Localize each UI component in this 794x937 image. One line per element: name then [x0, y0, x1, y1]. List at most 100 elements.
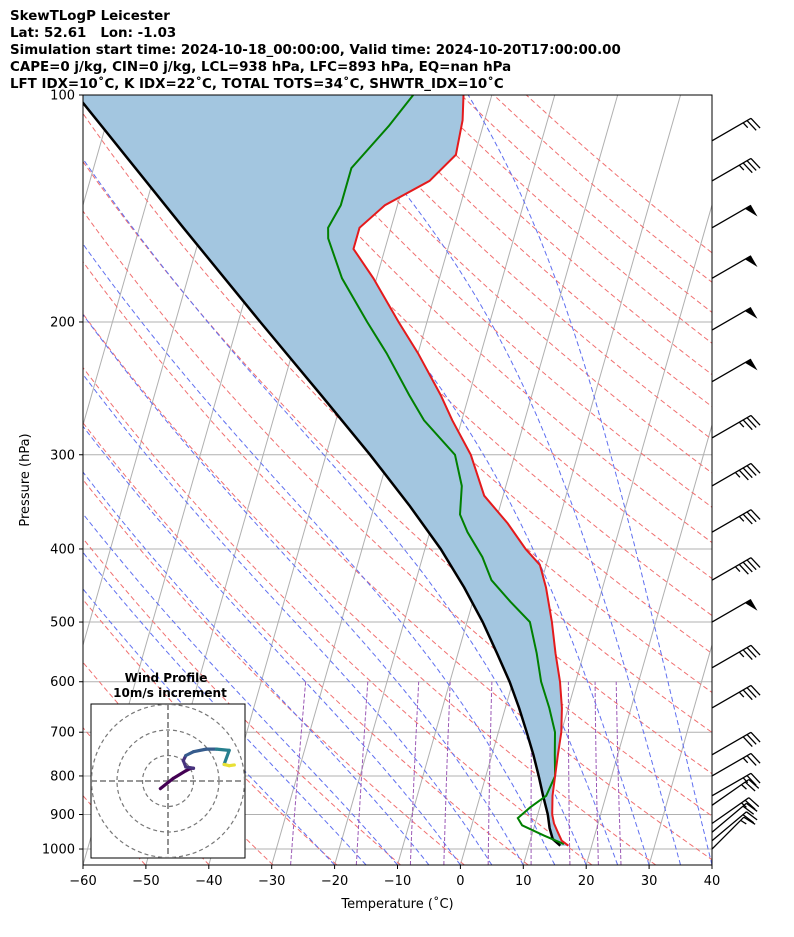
x-tick-label: 30	[641, 874, 658, 889]
x-tick-label: −40	[195, 874, 222, 889]
isotherm-line	[271, 95, 493, 865]
barb-staff	[711, 802, 747, 833]
wind-barb	[711, 684, 761, 709]
barb-full-flag	[750, 415, 761, 426]
barb-staff	[711, 255, 752, 279]
y-tick-label: 900	[50, 808, 75, 823]
barb-full-flag	[742, 814, 755, 824]
x-tick-label: −30	[258, 874, 285, 889]
barb-full-flag	[744, 799, 756, 810]
barb-staff	[711, 557, 752, 581]
barb-staff	[711, 778, 750, 806]
barb-full-flag	[750, 685, 761, 696]
moist-adiabat	[83, 243, 556, 865]
wind-barb	[711, 462, 761, 487]
barb-full-flag	[746, 755, 757, 766]
barb-half-flag	[738, 515, 745, 522]
dry-adiabat	[83, 160, 712, 775]
barb-full-flag	[738, 563, 749, 575]
barb-full-flag	[742, 162, 753, 174]
barb-full-flag	[750, 557, 761, 568]
dry-adiabat	[83, 260, 712, 861]
x-tick-label: 40	[704, 874, 721, 889]
x-tick-label: 10	[515, 874, 532, 889]
mixing-ratio-line	[487, 681, 493, 865]
parcel-area-fill	[83, 95, 569, 846]
dry-adiabat	[83, 422, 529, 865]
moist-adiabat	[83, 513, 398, 865]
barb-full-flag	[746, 559, 757, 571]
wind-barb	[711, 117, 761, 142]
isotherm-line	[83, 95, 178, 427]
barb-full-flag	[742, 649, 753, 661]
barb-full-flag	[742, 805, 755, 815]
mixing-ratio-lines	[290, 681, 622, 865]
y-tick-label: 500	[50, 616, 75, 631]
barb-half-flag	[740, 819, 747, 825]
dry-adiabat	[83, 479, 465, 865]
barb-half-flag	[738, 651, 745, 658]
y-tick-label: 700	[50, 726, 75, 741]
y-tick-label: 800	[50, 769, 75, 784]
barb-full-flag	[744, 781, 756, 792]
wind-barb	[711, 811, 758, 842]
hodograph-segment	[191, 747, 208, 754]
y-tick-label: 600	[50, 675, 75, 690]
isotherm-line	[775, 95, 794, 865]
mixing-ratio-line	[567, 681, 571, 865]
barb-pennant	[744, 599, 758, 611]
hodograph-segment	[171, 769, 188, 781]
y-tick-label: 200	[50, 315, 75, 330]
barb-staff	[711, 731, 752, 756]
barb-full-flag	[746, 687, 757, 698]
x-tick-label: −50	[132, 874, 159, 889]
dry-adiabat	[297, 95, 712, 474]
barb-staff	[711, 307, 752, 331]
barb-staff	[711, 598, 752, 623]
y-tick-label: 300	[50, 448, 75, 463]
barb-full-flag	[750, 463, 761, 474]
header-location: Lat: 52.61 Lon: -1.03	[10, 26, 177, 41]
barb-full-flag	[746, 775, 757, 786]
wind-barb	[711, 255, 758, 279]
moist-adiabats	[83, 95, 712, 865]
barb-full-flag	[742, 561, 753, 573]
barb-full-flag	[750, 117, 761, 129]
isotherm-line	[648, 643, 712, 865]
dry-adiabat	[265, 95, 712, 508]
barb-staff	[711, 157, 752, 182]
y-axis-label: Pressure (hPa)	[18, 433, 33, 526]
x-tick-label: −60	[69, 874, 96, 889]
dewpoint-line	[327, 95, 565, 846]
wind-barb	[711, 752, 761, 777]
barb-full-flag	[746, 811, 758, 821]
barb-full-flag	[746, 734, 757, 745]
mixing-ratio-line	[615, 681, 622, 865]
header-indices-2: LFT IDX=10˚C, K IDX=22˚C, TOTAL TOTS=34˚…	[10, 77, 504, 92]
header-title: SkewTLogP Leicester	[10, 9, 170, 24]
dry-adiabat	[83, 112, 712, 734]
wind-barb	[711, 414, 761, 439]
moist-adiabat	[202, 95, 650, 865]
barb-pennant	[744, 205, 758, 217]
barb-half-flag	[734, 472, 741, 478]
header-times: Simulation start time: 2024-10-18_00:00:…	[10, 43, 621, 58]
hodograph-title: Wind Profile	[125, 671, 208, 685]
barb-pennant	[744, 307, 758, 319]
mixing-ratio-line	[290, 681, 307, 865]
barb-full-flag	[748, 779, 760, 789]
hodograph-segment	[214, 747, 231, 753]
wind-barb	[711, 509, 761, 533]
mixing-ratio-line	[594, 681, 599, 865]
dry-adiabat	[330, 95, 712, 441]
wind-barb	[711, 557, 761, 581]
barb-staff	[711, 509, 752, 533]
dry-adiabat	[200, 95, 712, 580]
barb-full-flag	[742, 736, 753, 748]
barb-full-flag	[750, 753, 761, 764]
isotherm-line	[459, 95, 682, 865]
header-indices-1: CAPE=0 j/kg, CIN=0 j/kg, LCL=938 hPa, LF…	[10, 60, 512, 75]
barb-staff	[711, 117, 752, 142]
